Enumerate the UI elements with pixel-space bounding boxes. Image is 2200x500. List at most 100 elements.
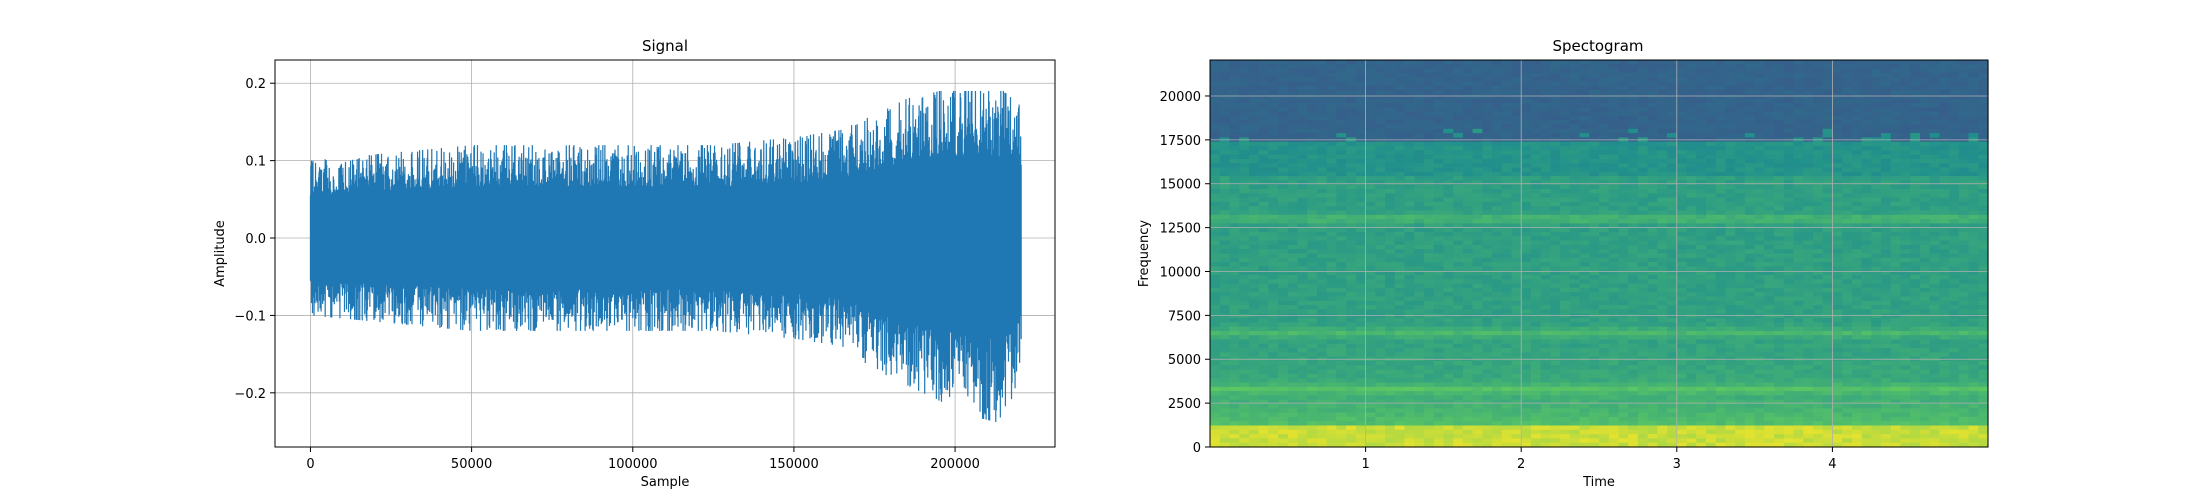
spectrogram-cell bbox=[1686, 68, 1697, 74]
spectrogram-cell bbox=[1239, 98, 1250, 104]
spectrogram-cell bbox=[1501, 201, 1513, 207]
spectrogram-cell bbox=[1667, 94, 1678, 100]
spectrogram-cell bbox=[1278, 103, 1289, 108]
spectrogram-cell bbox=[1355, 244, 1367, 250]
spectrogram-cell bbox=[1637, 167, 1649, 173]
spectrogram-cell bbox=[1919, 180, 1931, 186]
spectrogram-cell bbox=[1900, 94, 1911, 100]
spectrogram-cell bbox=[1628, 154, 1639, 160]
spectrogram-cell bbox=[1346, 133, 1357, 138]
spectrogram-cell bbox=[1423, 193, 1435, 199]
spectrogram-cell bbox=[1462, 60, 1474, 65]
spectrogram-cell bbox=[1394, 283, 1406, 289]
spectrogram-cell bbox=[1210, 90, 1221, 95]
spectrogram-cell bbox=[1560, 103, 1571, 108]
spectrogram-cell bbox=[1832, 309, 1843, 315]
spectrogram-cell bbox=[1968, 184, 1979, 190]
spectrogram-cell bbox=[1939, 262, 1950, 267]
spectrogram-cell bbox=[1239, 206, 1250, 212]
spectrogram-cell bbox=[1676, 318, 1688, 323]
spectrogram-cell bbox=[1754, 68, 1765, 74]
spectrogram-cell bbox=[1540, 236, 1551, 242]
spectrogram-cell bbox=[1968, 240, 1979, 246]
spectrogram-cell bbox=[1919, 167, 1931, 173]
spectrogram-cell bbox=[1608, 279, 1620, 285]
spectrogram-cell bbox=[1278, 206, 1289, 212]
spectrogram-cell bbox=[1793, 300, 1804, 306]
spectrogram-cell bbox=[1569, 167, 1581, 173]
spectrogram-cell bbox=[1968, 275, 1979, 280]
spectrogram-cell bbox=[1579, 309, 1590, 315]
spectrogram-cell bbox=[1482, 318, 1493, 323]
spectrogram-cell bbox=[1851, 154, 1863, 160]
spectrogram-cell bbox=[1492, 322, 1503, 328]
spectrogram-cell bbox=[1744, 296, 1756, 302]
spectrogram-cell bbox=[1550, 240, 1561, 246]
spectrogram-cell bbox=[1686, 176, 1697, 181]
spectrogram-cell bbox=[1647, 167, 1658, 173]
spectrogram-cell bbox=[1414, 249, 1425, 255]
spectrogram-cell bbox=[1472, 270, 1483, 276]
spectrogram-cell bbox=[1608, 193, 1620, 199]
spectrogram-cell bbox=[1754, 219, 1765, 224]
spectrogram-cell bbox=[1297, 60, 1308, 65]
spectrogram-cell bbox=[1851, 249, 1863, 255]
spectrogram-cell bbox=[1968, 176, 1979, 181]
spectrogram-cell bbox=[1316, 77, 1328, 83]
spectrogram-cell bbox=[1822, 171, 1833, 177]
spectrogram-cell bbox=[1560, 270, 1571, 276]
spectrogram-cell bbox=[1774, 141, 1785, 147]
spectrogram-cell bbox=[1900, 275, 1911, 280]
spectrogram-cell bbox=[1268, 90, 1279, 95]
spectrogram-cell bbox=[1521, 111, 1532, 117]
spectrogram-cell bbox=[1725, 98, 1736, 104]
spectrogram-cell bbox=[1229, 176, 1240, 181]
spectrogram-cell bbox=[1433, 283, 1444, 289]
spectrogram-cell bbox=[1676, 309, 1688, 315]
spectrogram-cell bbox=[1482, 171, 1493, 177]
spectrogram-cell bbox=[1696, 72, 1707, 78]
spectrogram-cell bbox=[1258, 206, 1269, 212]
spectrogram-cell bbox=[1754, 146, 1765, 151]
spectrogram-cell bbox=[1608, 283, 1620, 289]
spectrogram-cell bbox=[1375, 296, 1386, 302]
spectrogram-cell bbox=[1744, 214, 1756, 220]
spectrogram-cell bbox=[1530, 94, 1542, 100]
spectrogram-cell bbox=[1637, 232, 1649, 237]
spectrogram-cell bbox=[1647, 60, 1658, 65]
spectrogram-cell bbox=[1939, 133, 1950, 138]
spectrogram-cell bbox=[1355, 236, 1367, 242]
spectrogram-cell bbox=[1394, 287, 1406, 293]
spectrogram-cell bbox=[1443, 240, 1454, 246]
spectrogram-cell bbox=[1910, 214, 1921, 220]
spectrogram-cell bbox=[1637, 150, 1649, 156]
spectrogram-cell bbox=[1910, 257, 1921, 263]
spectrogram-cell bbox=[1492, 292, 1503, 298]
spectrogram-cell bbox=[1472, 223, 1483, 229]
spectrogram-cell bbox=[1881, 146, 1892, 151]
spectrogram-cell bbox=[1919, 107, 1931, 113]
spectrogram-cell bbox=[1705, 77, 1717, 83]
spectrogram-cell bbox=[1589, 64, 1600, 70]
spectrogram-cell bbox=[1618, 72, 1629, 78]
spectrogram-cell bbox=[1822, 318, 1833, 323]
spectrogram-cell bbox=[1278, 193, 1289, 199]
spectrogram-cell bbox=[1258, 68, 1269, 74]
spectrogram-cell bbox=[1394, 141, 1406, 147]
spectrogram-cell bbox=[1744, 81, 1756, 87]
spectrogram-cell bbox=[1929, 146, 1940, 151]
spectrogram-cell bbox=[1637, 193, 1649, 199]
spectrogram-cell bbox=[1365, 146, 1376, 151]
spectrogram-cell bbox=[1229, 141, 1240, 147]
spectrogram-cell bbox=[1851, 197, 1863, 203]
spectrogram-cell bbox=[1910, 309, 1921, 315]
spectrogram-cell bbox=[1667, 111, 1678, 117]
spectrogram-cell bbox=[1657, 292, 1668, 298]
spectrogram-cell bbox=[1394, 244, 1406, 250]
spectrogram-cell bbox=[1715, 266, 1727, 272]
spectrogram-cell bbox=[1735, 171, 1746, 177]
spectrogram-cell bbox=[1268, 232, 1279, 237]
spectrogram-cell bbox=[1725, 300, 1736, 306]
spectrogram-cell bbox=[1229, 227, 1240, 233]
spectrogram-cell bbox=[1550, 163, 1561, 169]
